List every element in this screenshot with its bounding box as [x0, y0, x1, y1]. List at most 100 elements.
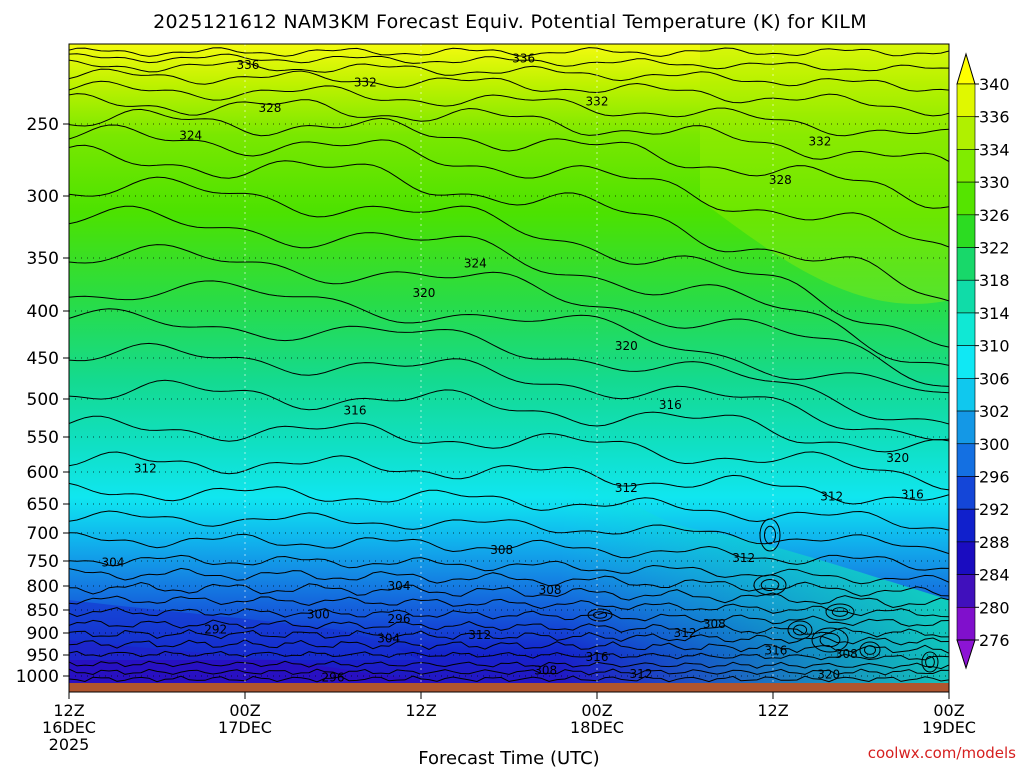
x-tick-time-48: 12Z: [757, 701, 788, 720]
colorbar-swatch-9: [956, 378, 976, 412]
contour-label-312: 312: [630, 667, 653, 681]
contour-line-24: [69, 595, 949, 618]
contour-line-29: [69, 650, 949, 661]
contour-line-26: [69, 619, 949, 638]
y-tick-label-500: 500: [27, 390, 59, 410]
y-tick-label-850: 850: [27, 601, 59, 621]
contour-line-20: [69, 532, 949, 571]
colorbar-swatch-4: [956, 214, 976, 248]
plot-area: [69, 44, 949, 692]
field-east-moist-region: [560, 430, 949, 692]
contour-label-308: 308: [835, 647, 858, 661]
colorbar-label-336: 336: [979, 108, 1010, 127]
colorbar-swatch-5: [956, 247, 976, 281]
contour-label-324: 324: [179, 129, 202, 143]
contour-label-316: 316: [901, 487, 924, 501]
y-tick-label-650: 650: [27, 495, 59, 515]
colorbar-label-280: 280: [979, 598, 1010, 617]
contour-label-320: 320: [412, 286, 435, 300]
x-tick-time-24: 12Z: [405, 701, 436, 720]
colorbar-label-306: 306: [979, 369, 1010, 388]
colorbar-label-288: 288: [979, 533, 1010, 552]
contour-line-17: [69, 451, 949, 505]
contour-line-13: [69, 308, 949, 425]
contour-cell-2: [587, 608, 613, 622]
colorbar-swatch-8: [956, 345, 976, 379]
contour-label-296: 296: [388, 612, 411, 626]
colorbar-label-276: 276: [979, 631, 1010, 650]
contour-label-312: 312: [674, 626, 697, 640]
contour-line-31: [69, 668, 949, 676]
y-axis: 250 300 350 400 450 500 550 600 650 700 750 800 850 9…: [16, 115, 69, 687]
contour-label-312: 312: [468, 628, 491, 642]
contour-line-12: [69, 280, 949, 394]
colorbar-swatch-3: [956, 181, 976, 216]
plot-frame: [68, 43, 950, 693]
y-tick-label-1000: 1000: [16, 667, 59, 687]
contour-label-308: 308: [539, 583, 562, 597]
colorbar-label-314: 314: [979, 304, 1010, 323]
contour-line-21: [69, 554, 949, 585]
contour-line-2: [69, 59, 949, 92]
colorbar-swatch-15: [956, 574, 976, 608]
contour-line-10: [69, 205, 949, 366]
x-tick-year-0: 2025: [49, 735, 90, 754]
contour-label-304: 304: [102, 556, 125, 570]
contour-label-316: 316: [344, 403, 367, 417]
contour-label-312: 312: [820, 489, 843, 503]
contour-line-4: [69, 80, 949, 137]
contour-label-304: 304: [388, 579, 411, 593]
x-tick-time-0: 12Z: [53, 701, 84, 720]
y-tick-label-700: 700: [27, 524, 59, 544]
colorbar-top-arrow: [956, 52, 976, 85]
colorbar-label-318: 318: [979, 271, 1010, 290]
contour-cell-6: [921, 651, 939, 673]
contour-label-308: 308: [534, 664, 557, 678]
contour-cell-inner-2: [592, 611, 608, 619]
colorbar-label-334: 334: [979, 140, 1010, 159]
contour-line-25: [69, 607, 949, 627]
colorbar-label-326: 326: [979, 206, 1010, 225]
field-lower-left-band: [69, 600, 420, 660]
contour-label-308: 308: [703, 617, 726, 631]
y-tick-label-550: 550: [27, 428, 59, 448]
contour-label-336: 336: [236, 58, 259, 72]
contour-label-308: 308: [490, 543, 513, 557]
contour-line-3: [69, 68, 949, 117]
x-tick-time-12: 00Z: [229, 701, 260, 720]
contour-line-9: [69, 176, 949, 348]
colorbar-swatch-10: [956, 410, 976, 445]
y-tick-label-400: 400: [27, 302, 59, 322]
colorbar-swatch-11: [956, 443, 976, 477]
contour-cell-inner-6: [925, 656, 935, 668]
contour-line-28: [69, 639, 949, 654]
contour-label-336: 336: [512, 51, 535, 65]
contour-label-312: 312: [134, 462, 157, 476]
contour-cell-3: [825, 603, 855, 621]
colorbar-label-340: 340: [979, 75, 1010, 94]
colorbar-bottom-arrow: [956, 639, 976, 670]
field-dry-upper-region: [700, 44, 949, 304]
colorbar-swatch-14: [956, 541, 976, 575]
contour-label-328: 328: [258, 101, 281, 115]
contour-line-5: [69, 93, 949, 162]
x-tick-date-12: 17DEC: [218, 718, 272, 737]
colorbar-swatch-0: [956, 83, 976, 118]
contour-line-7: [69, 124, 949, 248]
colorbar-swatch-6: [956, 279, 976, 314]
x-tick-time-60: 00Z: [933, 701, 964, 720]
colorbar-swatch-16: [956, 606, 976, 641]
colorbar-swatch-1: [956, 116, 976, 150]
contour-line-15: [69, 379, 949, 453]
contour-line-22: [69, 567, 949, 597]
contour-label-312: 312: [732, 551, 755, 565]
contour-label-332: 332: [586, 95, 609, 109]
pressure-gridlines: [69, 44, 949, 692]
colorbar-label-330: 330: [979, 173, 1010, 192]
colorbar-label-284: 284: [979, 566, 1010, 585]
contour-line-11: [69, 244, 949, 387]
contour-label-324: 324: [464, 256, 487, 270]
contour-line-0: [69, 47, 949, 57]
colorbar-label-296: 296: [979, 467, 1010, 486]
